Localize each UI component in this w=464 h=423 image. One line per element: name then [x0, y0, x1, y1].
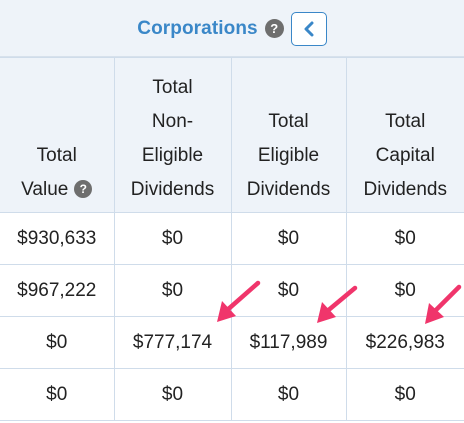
table-row: $0 $777,174 $117,989 $226,983 — [0, 316, 464, 369]
corporations-header: Corporations ? — [0, 0, 464, 57]
help-icon[interactable]: ? — [264, 19, 284, 38]
table-header-row: Total Value? Total Non- Eligible Dividen… — [0, 57, 464, 213]
table-cell: $226,983 — [345, 316, 464, 369]
table-row: $0 $0 $0 $0 — [0, 368, 464, 421]
column-header-capital-dividends: Total Capital Dividends — [345, 57, 464, 213]
header-line: Non- — [151, 111, 194, 132]
table-cell: $967,222 — [0, 264, 115, 317]
column-header-eligible-dividends: Total Eligible Dividends — [230, 57, 347, 213]
column-header-total-value: Total Value? — [0, 57, 115, 213]
table-cell: $0 — [113, 212, 232, 265]
table-cell: $0 — [113, 264, 232, 317]
chevron-left-icon — [304, 21, 314, 36]
header-line: Total — [268, 111, 309, 132]
header-line: Total — [36, 145, 77, 166]
header-line-with-help: Value? — [0, 173, 114, 207]
help-icon[interactable]: ? — [74, 179, 93, 198]
header-line: Eligible — [257, 145, 320, 166]
header-line: Capital — [375, 145, 435, 166]
header-line: Eligible — [141, 145, 204, 166]
header-title-group: Corporations ? — [0, 0, 464, 57]
column-header-non-eligible-dividends: Total Non- Eligible Dividends — [113, 57, 232, 213]
header-line: Total — [152, 77, 193, 98]
table-cell: $0 — [230, 264, 347, 317]
header-line: Dividends — [363, 179, 447, 200]
table-cell: $777,174 — [113, 316, 232, 369]
header-line: Value — [21, 179, 69, 200]
table-cell: $0 — [230, 368, 347, 421]
header-line: Dividends — [130, 179, 215, 200]
table-row: $930,633 $0 $0 $0 — [0, 212, 464, 265]
table-cell: $930,633 — [0, 212, 115, 265]
table-cell: $0 — [345, 264, 464, 317]
corporations-table: Total Value? Total Non- Eligible Dividen… — [0, 57, 464, 421]
table-cell: $0 — [230, 212, 347, 265]
table-cell: $0 — [0, 368, 115, 421]
table-row: $967,222 $0 $0 $0 — [0, 264, 464, 317]
table-cell: $117,989 — [230, 316, 347, 369]
header-line: Dividends — [246, 179, 331, 200]
collapse-button[interactable] — [290, 11, 327, 46]
table-cell: $0 — [0, 316, 115, 369]
header-line: Total — [385, 111, 426, 132]
table-cell: $0 — [345, 212, 464, 265]
page-title: Corporations — [137, 17, 258, 39]
table-cell: $0 — [345, 368, 464, 421]
table-cell: $0 — [113, 368, 232, 421]
